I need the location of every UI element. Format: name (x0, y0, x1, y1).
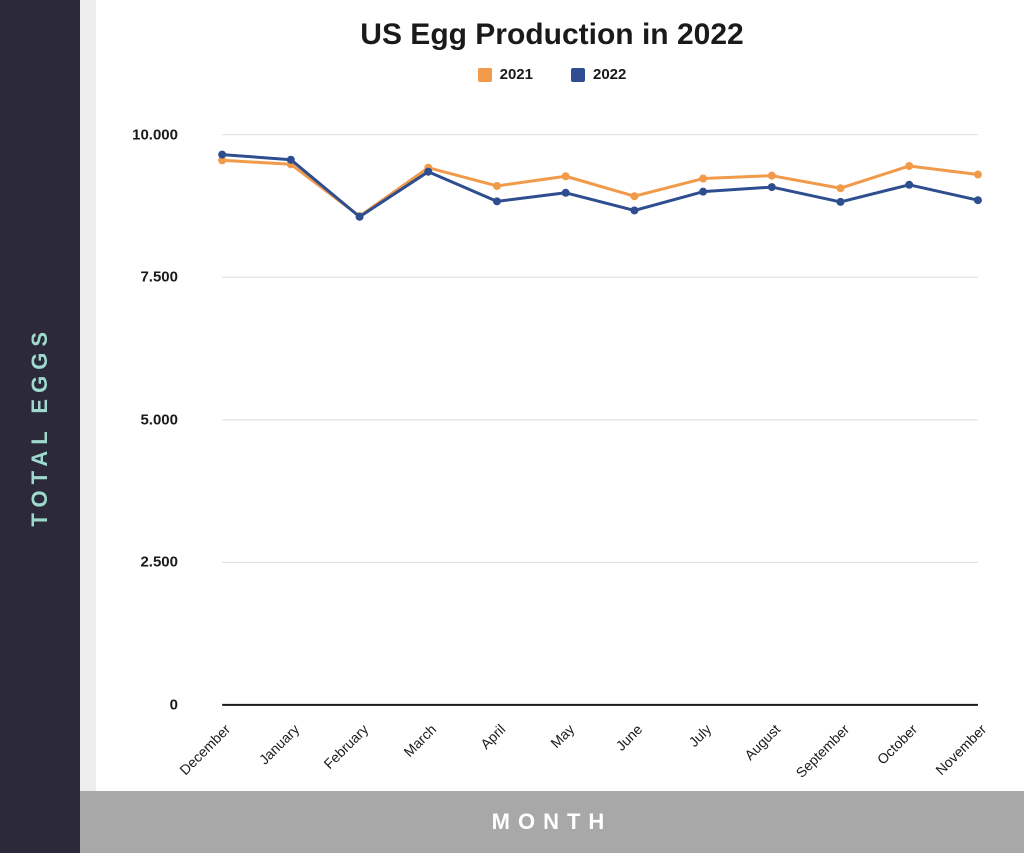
legend-label-2022: 2022 (593, 66, 626, 83)
series-marker (974, 171, 982, 179)
xtick-label: March (401, 721, 440, 760)
series-marker (837, 198, 845, 206)
y-axis-title: TOTAL EGGS (27, 326, 53, 527)
legend-swatch-2022 (571, 68, 585, 82)
legend-item-2022: 2022 (571, 66, 626, 83)
series-marker (768, 183, 776, 191)
footer: MONTH (80, 791, 1024, 853)
series-marker (974, 196, 982, 204)
series-marker (699, 188, 707, 196)
series-marker (837, 184, 845, 192)
xtick-label: August (741, 721, 783, 763)
series-marker (905, 181, 913, 189)
ytick-label: 5.000 (140, 411, 190, 428)
series-marker (218, 151, 226, 159)
xtick-label: October (874, 721, 921, 768)
xtick-label: November (932, 721, 989, 778)
ytick-label: 10.000 (132, 126, 190, 143)
series-marker (493, 197, 501, 205)
x-axis-title: MONTH (492, 809, 613, 835)
series-marker (562, 189, 570, 197)
series-marker (699, 175, 707, 183)
series-marker (905, 162, 913, 170)
xtick-label: December (176, 721, 233, 778)
series-marker (424, 168, 432, 176)
plot-svg (190, 100, 994, 711)
main-panel: US Egg Production in 2022 2021 2022 02.5… (80, 0, 1024, 853)
legend: 2021 2022 (80, 66, 1024, 83)
left-rail: TOTAL EGGS (0, 0, 80, 853)
series-marker (630, 192, 638, 200)
xtick-label: July (685, 721, 714, 750)
xtick-label: May (547, 721, 577, 751)
chart-title: US Egg Production in 2022 (80, 0, 1024, 52)
legend-item-2021: 2021 (478, 66, 533, 83)
root: TOTAL EGGS US Egg Production in 2022 202… (0, 0, 1024, 853)
xtick-label: June (613, 721, 646, 754)
ytick-label: 7.500 (140, 269, 190, 286)
chart-area: US Egg Production in 2022 2021 2022 02.5… (80, 0, 1024, 791)
series-marker (562, 172, 570, 180)
series-marker (287, 156, 295, 164)
ytick-label: 2.500 (140, 554, 190, 571)
ytick-label: 0 (170, 696, 190, 713)
series-marker (356, 213, 364, 221)
series-marker (493, 182, 501, 190)
xtick-label: September (792, 721, 852, 781)
xtick-label: April (477, 721, 508, 752)
series-marker (630, 206, 638, 214)
series-marker (768, 172, 776, 180)
xtick-label: February (320, 721, 371, 772)
series-line (222, 160, 978, 216)
side-stripe (80, 0, 96, 791)
plot: 02.5005.0007.50010.000DecemberJanuaryFeb… (190, 100, 994, 711)
legend-label-2021: 2021 (500, 66, 533, 83)
xtick-label: January (256, 721, 303, 768)
legend-swatch-2021 (478, 68, 492, 82)
